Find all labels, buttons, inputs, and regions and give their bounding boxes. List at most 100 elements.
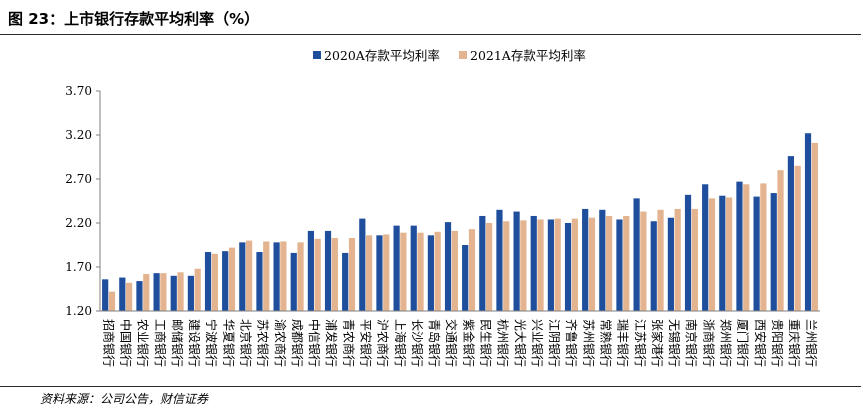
category-label-21: 紫金银行	[461, 319, 476, 367]
bar-2020-10	[273, 242, 280, 311]
bar-2020-17	[393, 225, 400, 311]
bar-2020-14	[342, 252, 349, 311]
bar-2020-37	[736, 181, 743, 311]
bar-2021-37	[743, 184, 750, 311]
bar-2021-12	[314, 238, 321, 311]
bar-2021-18	[417, 232, 424, 311]
category-label-23: 杭州银行	[496, 319, 511, 367]
bar-2020-26	[547, 219, 554, 311]
bar-2021-3	[160, 273, 167, 311]
bar-2020-21	[462, 245, 469, 311]
category-label-22: 民生银行	[479, 319, 493, 367]
category-label-5: 建设银行	[187, 319, 201, 367]
category-label-41: 兰州银行	[804, 319, 818, 367]
bar-2020-12	[307, 230, 314, 311]
legend-swatch-1	[459, 51, 467, 59]
bar-2020-11	[290, 252, 297, 311]
category-label-14: 青农商行	[341, 319, 356, 367]
category-label-11: 成都银行	[290, 319, 304, 367]
y-tick-label-0: 1.20	[65, 304, 92, 318]
bars-group	[102, 133, 818, 311]
bar-2021-4	[177, 272, 184, 311]
bar-2021-6	[211, 253, 218, 311]
category-label-25: 兴业银行	[530, 319, 544, 367]
y-tick-label-2: 2.20	[65, 216, 92, 230]
source-note: 资料来源：公司公告，财信证券	[40, 392, 209, 406]
bar-2020-34	[684, 194, 692, 311]
bar-2021-33	[674, 208, 681, 311]
category-label-35: 浙商银行	[701, 319, 716, 367]
bar-2020-29	[599, 209, 606, 311]
bar-2020-36	[719, 195, 726, 311]
category-label-12: 中信银行	[307, 319, 322, 367]
labels-group: 1.20 1.70 2.20 2.70 3.20 3.70 招商银行 中国银行 农业银行 工商银行…	[65, 84, 818, 367]
bar-2021-30	[623, 215, 630, 311]
bar-2020-32	[650, 221, 657, 311]
bar-2020-24	[513, 211, 520, 311]
bar-2021-29	[606, 215, 613, 311]
bar-2021-16	[383, 234, 390, 311]
bar-2021-40	[794, 165, 801, 311]
bar-2020-18	[410, 225, 417, 311]
bar-2020-41	[804, 133, 812, 311]
category-label-40: 重庆银行	[787, 319, 801, 367]
category-label-39: 贵阳银行	[770, 319, 784, 367]
bar-2021-20	[451, 230, 458, 311]
bar-2021-13	[331, 237, 338, 311]
bar-2021-5	[194, 268, 201, 311]
category-label-17: 上海银行	[393, 319, 408, 367]
bar-2021-35	[708, 198, 716, 311]
bar-2021-28	[588, 217, 596, 311]
category-label-13: 浦发银行	[324, 319, 339, 367]
category-label-36: 郑州银行	[719, 319, 734, 367]
bar-2021-2	[143, 274, 150, 311]
figure-title: 图 23：上市银行存款平均利率（%）	[8, 10, 260, 28]
bar-2020-33	[667, 217, 674, 311]
bar-2020-6	[204, 252, 212, 311]
bar-2021-27	[571, 218, 578, 311]
bar-2020-2	[136, 281, 143, 311]
category-label-18: 长沙银行	[410, 319, 424, 367]
category-label-26: 江阴银行	[547, 319, 561, 367]
bar-2021-14	[348, 237, 356, 311]
bar-2020-30	[616, 219, 623, 311]
category-label-19: 青岛银行	[427, 319, 442, 367]
bar-2020-7	[222, 251, 229, 311]
bar-2020-40	[787, 156, 794, 311]
bar-2021-31	[640, 211, 647, 311]
bar-2021-21	[468, 229, 476, 311]
category-label-15: 平安银行	[359, 319, 374, 367]
bar-2020-31	[633, 198, 640, 311]
category-label-24: 光大银行	[513, 319, 527, 367]
bar-2020-35	[702, 184, 709, 311]
category-label-4: 邮储银行	[170, 319, 185, 367]
category-label-1: 中国银行	[119, 319, 134, 367]
category-label-38: 西安银行	[753, 319, 768, 367]
bar-2021-9	[263, 241, 270, 311]
bar-2021-25	[537, 219, 544, 311]
bar-2021-17	[400, 232, 407, 311]
bar-2021-15	[366, 235, 373, 311]
legend-label-0: 2020A存款平均利率	[324, 48, 440, 63]
bar-2020-0	[102, 279, 109, 311]
category-label-29: 常熟银行	[599, 319, 614, 367]
bar-2021-19	[434, 231, 441, 311]
bar-2020-28	[582, 208, 589, 311]
category-label-2: 农业银行	[136, 319, 150, 367]
category-label-3: 工商银行	[153, 319, 168, 367]
y-tick-label-5: 3.70	[65, 84, 92, 98]
bar-2021-32	[657, 209, 664, 311]
bar-2020-39	[770, 193, 777, 311]
bar-2020-20	[444, 222, 452, 311]
bar-2021-39	[777, 170, 784, 311]
category-label-9: 苏农银行	[256, 319, 270, 367]
bar-2020-9	[256, 252, 263, 311]
category-label-31: 江苏银行	[633, 319, 647, 367]
y-tick-label-3: 2.70	[65, 172, 92, 186]
legend-label-1: 2021A存款平均利率	[470, 48, 586, 63]
bar-2021-10	[280, 241, 287, 311]
bar-2020-16	[376, 235, 383, 311]
bar-2020-3	[153, 273, 160, 311]
bar-2020-5	[187, 275, 194, 311]
bar-2020-22	[479, 215, 486, 311]
